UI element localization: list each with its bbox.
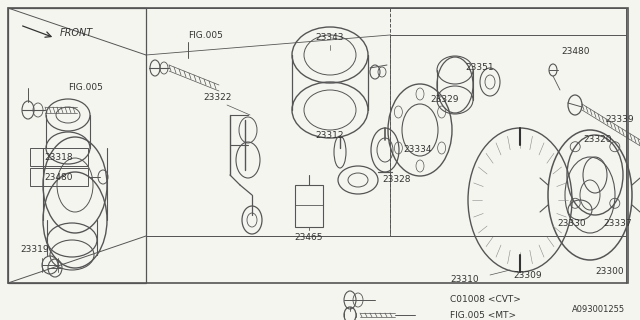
Bar [30, 168, 88, 186]
Text: A093001255: A093001255 [572, 306, 625, 315]
Text: 23351: 23351 [466, 63, 494, 73]
Text: 23322: 23322 [204, 93, 232, 102]
Text: 23480: 23480 [562, 47, 590, 57]
Text: FIG.005 <MT>: FIG.005 <MT> [450, 310, 516, 319]
Text: 23309: 23309 [514, 270, 542, 279]
Text: FRONT: FRONT [60, 28, 93, 38]
Bar [8, 8, 628, 283]
Text: 23330: 23330 [557, 219, 586, 228]
Text: 23320: 23320 [584, 135, 612, 145]
Text: 23334: 23334 [403, 146, 431, 155]
Text: C01008 <CVT>: C01008 <CVT> [450, 295, 521, 305]
Text: 23465: 23465 [295, 234, 323, 243]
Bar [146, 8, 626, 236]
Text: 23319: 23319 [20, 245, 49, 254]
Text: 23300: 23300 [596, 268, 624, 276]
Bar [8, 8, 146, 283]
Text: 23480: 23480 [45, 172, 73, 181]
Bar [30, 148, 88, 166]
Text: 23328: 23328 [382, 175, 410, 185]
Text: 23318: 23318 [45, 153, 74, 162]
Text: 23329: 23329 [430, 95, 458, 105]
Text: FIG.005: FIG.005 [188, 30, 223, 39]
Bar [295, 185, 323, 227]
Text: 23312: 23312 [316, 131, 344, 140]
Text: 23337: 23337 [604, 219, 632, 228]
Text: FIG.005: FIG.005 [68, 84, 103, 92]
Text: 23310: 23310 [451, 276, 479, 284]
Text: 23339: 23339 [605, 116, 634, 124]
Text: 23343: 23343 [316, 34, 344, 43]
